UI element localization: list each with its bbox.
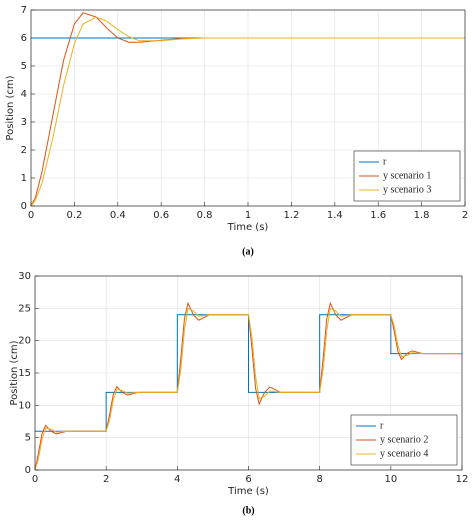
legend-label: y scenario 1 (383, 170, 431, 181)
x-tick-label: 10 (384, 474, 397, 485)
x-tick-label: 0 (32, 474, 38, 485)
y-axis-label: Position (cm) (9, 340, 20, 405)
y-tick-label: 5 (25, 433, 31, 444)
caption: (b) (242, 505, 254, 516)
y-tick-label: 25 (18, 303, 31, 314)
y-tick-label: 4 (21, 89, 27, 100)
series-line (35, 307, 462, 470)
caption: (a) (242, 246, 254, 257)
x-tick-label: 0.2 (66, 210, 82, 221)
x-tick-label: 1 (245, 210, 251, 221)
legend-label: r (383, 156, 387, 167)
x-tick-label: 8 (316, 474, 322, 485)
x-tick-label: 1.2 (283, 210, 299, 221)
y-tick-label: 6 (21, 33, 27, 44)
series-line (31, 16, 465, 206)
x-tick-label: 4 (174, 474, 180, 485)
x-axis-label: Time (s) (227, 486, 269, 497)
y-tick-label: 7 (21, 5, 27, 16)
x-tick-label: 2 (103, 474, 109, 485)
y-tick-label: 5 (21, 61, 27, 72)
x-tick-label: 6 (245, 474, 251, 485)
legend-label: y scenario 3 (383, 184, 431, 195)
axes-box (34, 275, 463, 471)
legend-label: y scenario 2 (380, 434, 428, 445)
x-tick-label: 0.6 (153, 210, 169, 221)
x-tick-label: 1.6 (370, 210, 386, 221)
y-tick-label: 2 (21, 145, 27, 156)
x-tick-label: 1.8 (414, 210, 430, 221)
x-tick-label: 0 (28, 210, 34, 221)
y-tick-label: 30 (18, 271, 31, 282)
y-tick-label: 1 (21, 173, 27, 184)
legend-label: r (380, 420, 384, 431)
x-tick-label: 2 (462, 210, 468, 221)
y-tick-label: 0 (25, 465, 31, 476)
x-tick-label: 0.4 (110, 210, 126, 221)
y-tick-label: 20 (18, 336, 31, 347)
y-tick-label: 15 (18, 368, 31, 379)
axes-box (30, 9, 466, 207)
y-tick-label: 10 (18, 400, 31, 411)
x-tick-label: 1.4 (327, 210, 343, 221)
x-axis-label: Time (s) (227, 222, 269, 233)
y-tick-label: 3 (21, 117, 27, 128)
y-axis-label: Position (cm) (5, 75, 16, 140)
y-tick-label: 0 (21, 201, 27, 212)
series-line (35, 314, 462, 432)
x-tick-label: 12 (456, 474, 469, 485)
legend-label: y scenario 4 (380, 448, 428, 459)
x-tick-label: 0.8 (197, 210, 213, 221)
